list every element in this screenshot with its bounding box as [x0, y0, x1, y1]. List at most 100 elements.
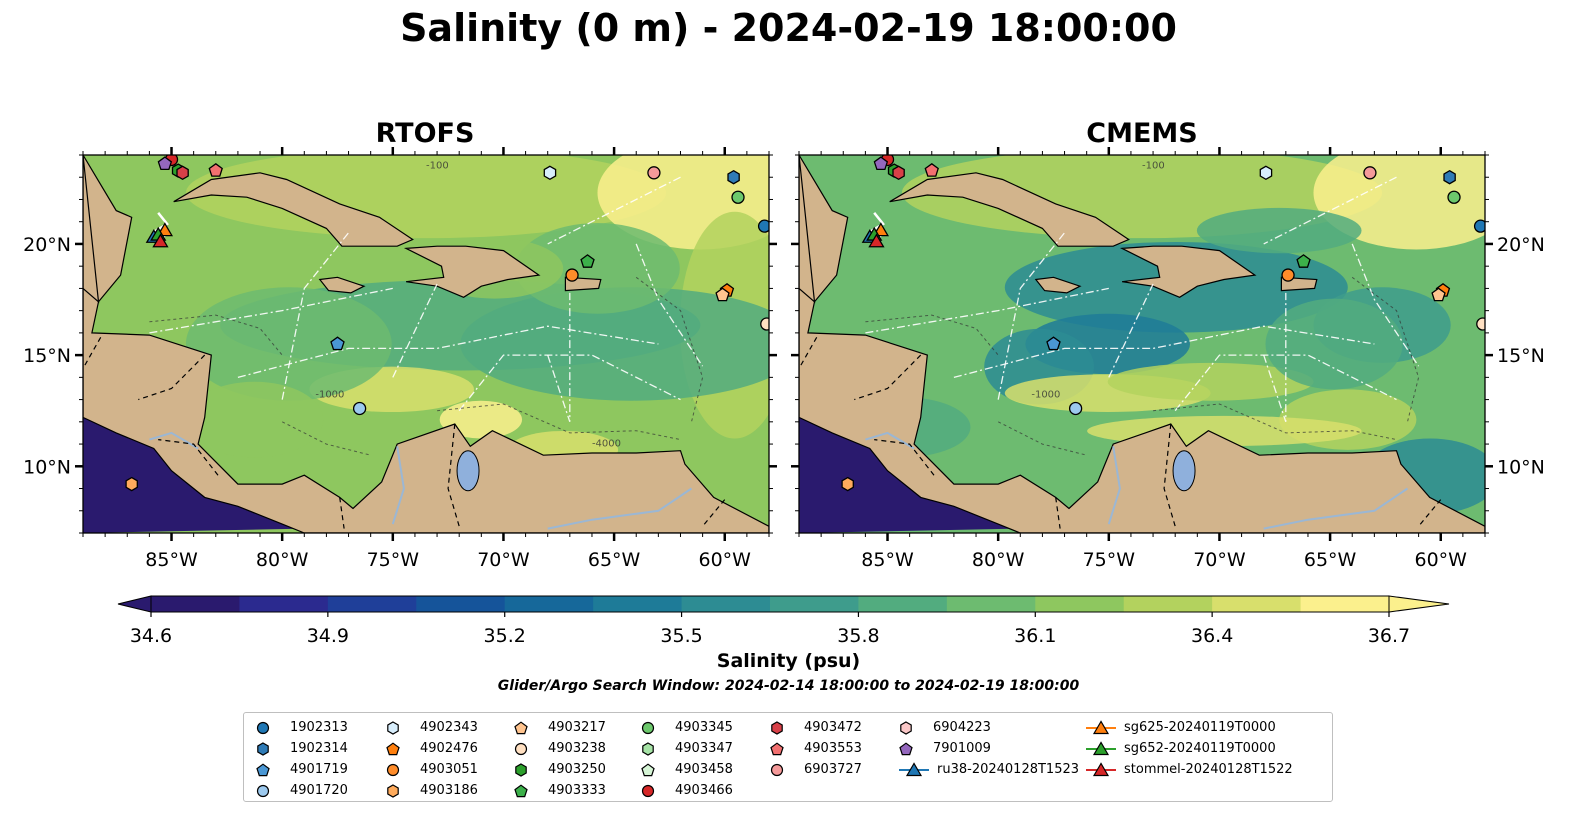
x-tick-label: 85°W — [145, 549, 198, 571]
contour-label: -1000 — [1031, 389, 1060, 400]
argo-marker-4901719 — [330, 336, 345, 351]
legend-marker-hexagon — [515, 762, 527, 777]
legend: 1902313 1902314 4901719 4901720 4902343 49024… — [243, 712, 1333, 802]
eez-line — [1174, 354, 1397, 412]
legend-marker-pentagon — [899, 741, 913, 755]
eez-line — [547, 176, 681, 245]
river — [865, 431, 915, 450]
legend-item: 4903345 — [641, 717, 733, 738]
legend-marker-hexagon — [900, 720, 912, 735]
legend-marker-triangle-line — [899, 761, 929, 776]
argo-marker-6903727 — [647, 166, 661, 180]
legend-item: sg652-20240119T0000 — [1086, 738, 1293, 759]
legend-item: ru38-20240128T1523 — [899, 759, 1079, 780]
legend-item: stommel-20240128T1522 — [1086, 759, 1293, 780]
legend-item: 1902314 — [256, 738, 348, 759]
eez-line — [547, 292, 571, 423]
contour-label: -4000 — [592, 438, 621, 449]
eez-line — [237, 325, 659, 379]
border-line — [1418, 499, 1442, 527]
legend-label: 4903553 — [804, 741, 862, 756]
legend-label: 4903333 — [548, 783, 606, 798]
legend-label: 1902313 — [290, 720, 348, 735]
x-tick-label: 85°W — [861, 549, 914, 571]
x-tick-label: 60°W — [1415, 549, 1468, 571]
legend-marker-triangle-line — [1086, 719, 1116, 734]
y-tick-label: 15°N — [23, 345, 71, 367]
legend-item: 4903217 — [514, 717, 606, 738]
legend-label: sg625-20240119T0000 — [1124, 720, 1276, 735]
argo-marker-4903217 — [715, 287, 730, 302]
eez-line — [1108, 283, 1154, 378]
eez-line — [1351, 243, 1420, 367]
argo-marker-1902314 — [1443, 169, 1456, 185]
legend-label: 4903347 — [675, 741, 733, 756]
lake-maracaibo — [456, 450, 480, 492]
legend-item: 4901720 — [256, 780, 348, 801]
legend-marker-circle — [641, 784, 655, 797]
land-hispaniola — [1119, 245, 1257, 298]
salinity-patch — [185, 287, 392, 401]
eez-line — [149, 287, 393, 334]
argo-marker-4902343 — [543, 165, 557, 181]
y-tick-label: 20°N — [1497, 234, 1545, 256]
argo-marker-4903553 — [924, 162, 939, 177]
argo-marker-4901720 — [352, 401, 367, 416]
legend-label: sg652-20240119T0000 — [1124, 741, 1276, 756]
legend-column: sg625-20240119T0000 sg652-20240119T0000 st… — [1086, 717, 1293, 780]
legend-item: 4903186 — [386, 780, 478, 801]
legend-item: 1902313 — [256, 717, 348, 738]
legend-item: 4903553 — [770, 738, 862, 759]
legend-item: 4902476 — [386, 738, 478, 759]
river — [547, 487, 693, 530]
legend-marker-circle — [386, 763, 400, 776]
salinity-patch — [1196, 207, 1362, 254]
glider-marker-stommel — [868, 233, 885, 248]
argo-marker-4902343 — [1259, 165, 1273, 181]
legend-item: 4903238 — [514, 738, 606, 759]
bathymetry-contour — [281, 421, 371, 456]
river — [1107, 446, 1121, 525]
legend-column: 6904223 7901009 ru38-20240128T1523 — [899, 717, 1079, 780]
pacific-ocean — [799, 417, 1021, 533]
y-tick-label: 10°N — [1497, 456, 1545, 478]
border-line — [799, 337, 818, 369]
legend-marker-circle — [770, 763, 784, 776]
land-cuba — [173, 172, 414, 247]
border-line — [138, 354, 206, 401]
border-line — [874, 439, 935, 476]
argo-marker-4903345 — [731, 190, 745, 204]
argo-marker-4903472 — [892, 165, 905, 181]
legend-label: 4903345 — [675, 720, 733, 735]
land-cuba — [889, 172, 1130, 247]
legend-marker-triangle-line — [1086, 740, 1116, 755]
legend-label: 4903466 — [675, 783, 733, 798]
argo-marker-4903345 — [1447, 190, 1461, 204]
legend-item: 4903250 — [514, 759, 606, 780]
glider-marker-stommel — [152, 233, 169, 248]
legend-marker-circle — [514, 742, 528, 755]
argo-marker-7901009 — [873, 156, 889, 171]
land-jamaica — [318, 276, 366, 294]
map-cmems: -100 -1000 — [799, 155, 1485, 533]
contour-label: -100 — [426, 160, 449, 171]
legend-marker-pentagon — [770, 741, 784, 755]
legend-label: 1902314 — [290, 741, 348, 756]
legend-item: 4903347 — [641, 738, 733, 759]
river — [1263, 487, 1409, 530]
legend-item: 4903472 — [770, 717, 862, 738]
bathymetry-contour — [997, 421, 1087, 456]
legend-column: 4902343 4902476 4903051 4903186 — [386, 717, 478, 801]
x-tick-label: 75°W — [1083, 549, 1136, 571]
argo-marker-4903217 — [1431, 287, 1446, 302]
map-frame — [798, 154, 1486, 534]
legend-item: 4903458 — [641, 759, 733, 780]
x-tick-label: 65°W — [588, 549, 641, 571]
legend-marker-circle — [641, 721, 655, 734]
salinity-patch — [460, 287, 769, 401]
legend-label: 4902343 — [420, 720, 478, 735]
x-tick-label: 80°W — [972, 549, 1025, 571]
legend-marker-pentagon — [256, 762, 270, 776]
border-line — [447, 423, 460, 527]
argo-marker-4903333 — [580, 254, 595, 268]
